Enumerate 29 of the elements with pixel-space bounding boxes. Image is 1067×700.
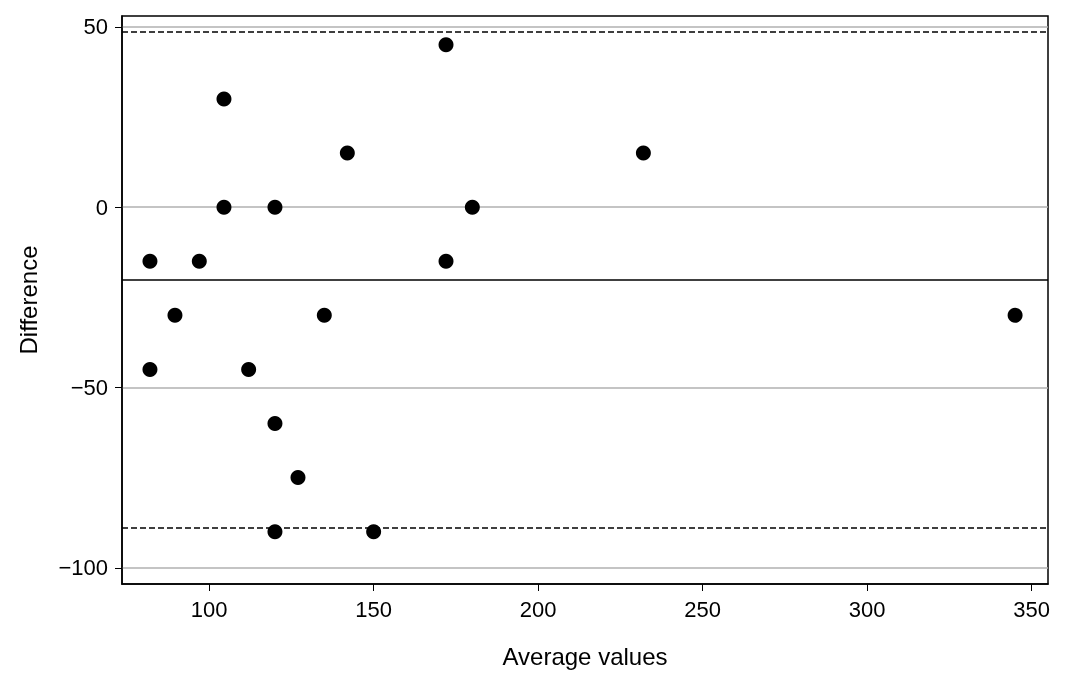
point bbox=[267, 416, 283, 432]
point bbox=[167, 307, 183, 323]
point bbox=[216, 199, 232, 215]
x-tick-label: 300 bbox=[848, 596, 886, 622]
point bbox=[464, 199, 480, 215]
y-tick-label: 50 bbox=[83, 14, 108, 40]
point bbox=[241, 361, 257, 377]
x-tick-label: 250 bbox=[684, 596, 721, 622]
x-tick-label: 200 bbox=[519, 596, 557, 622]
point bbox=[438, 37, 454, 53]
point bbox=[191, 253, 207, 269]
point bbox=[142, 253, 158, 269]
point bbox=[142, 361, 158, 377]
point bbox=[339, 145, 355, 161]
point bbox=[635, 145, 651, 161]
y-tick-label: −50 bbox=[70, 374, 108, 400]
point bbox=[216, 91, 232, 107]
y-axis-title: Difference bbox=[14, 245, 42, 355]
point bbox=[267, 199, 283, 215]
point bbox=[316, 307, 332, 323]
y-tick-label: −100 bbox=[58, 555, 108, 581]
x-tick-label: 100 bbox=[190, 596, 228, 622]
point bbox=[1007, 307, 1023, 323]
x-axis-title: Average values bbox=[502, 642, 668, 670]
y-tick-label: 0 bbox=[95, 194, 108, 220]
x-tick-label: 150 bbox=[355, 596, 393, 622]
point bbox=[438, 253, 454, 269]
x-tick-label: 350 bbox=[1013, 596, 1050, 622]
point bbox=[290, 470, 306, 486]
